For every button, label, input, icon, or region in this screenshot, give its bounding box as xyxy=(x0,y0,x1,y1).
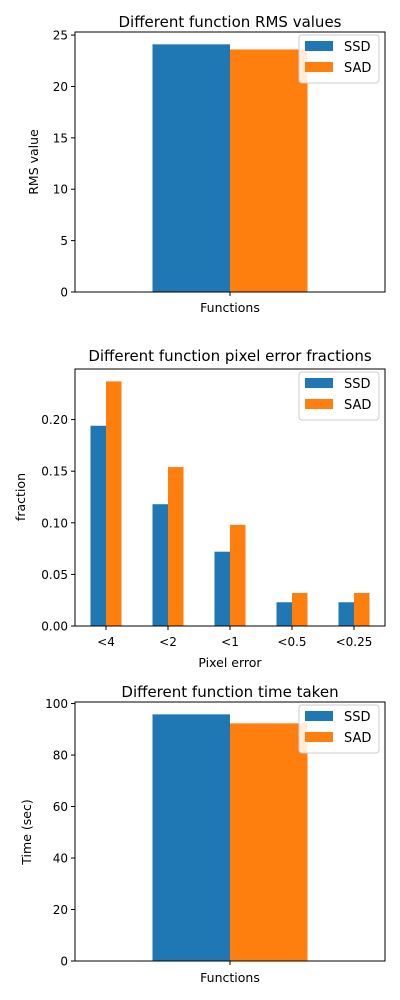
y-tick-label: 0.15 xyxy=(41,465,68,479)
bars-group xyxy=(153,44,308,292)
legend-label-sad: SAD xyxy=(344,61,371,76)
x-axis-label: Pixel error xyxy=(198,655,262,670)
bar-ssd xyxy=(277,602,293,626)
legend-swatch-sad xyxy=(305,732,333,742)
legend: SSD SAD xyxy=(299,705,379,753)
legend-swatch-ssd xyxy=(305,711,333,721)
y-axis-label: Time (sec) xyxy=(19,799,34,865)
bars-group xyxy=(153,714,308,961)
bar-ssd xyxy=(153,504,169,626)
x-tick-label: <0.25 xyxy=(336,635,373,649)
y-axis-ticks: 0.00 0.05 0.10 0.15 0.20 xyxy=(41,413,75,633)
legend-swatch-ssd xyxy=(305,41,333,51)
y-tick-label: 25 xyxy=(53,29,68,43)
bar-sad xyxy=(230,723,308,961)
y-tick-label: 5 xyxy=(60,234,68,248)
y-tick-label: 60 xyxy=(53,800,68,814)
x-tick-label: <4 xyxy=(97,635,115,649)
bar-sad xyxy=(354,593,370,626)
x-tick-label: <2 xyxy=(159,635,177,649)
x-axis-ticks: <4 <2 <1 <0.5 <0.25 xyxy=(97,626,372,649)
chart-title: Different function time taken xyxy=(121,683,338,701)
y-tick-label: 20 xyxy=(53,903,68,917)
bar-ssd xyxy=(215,552,231,626)
bar-ssd xyxy=(91,426,107,626)
chart-rms: Different function RMS values 0 5 10 15 20 25… xyxy=(26,13,385,315)
chart-title: Different function RMS values xyxy=(119,13,342,31)
legend-label-sad: SAD xyxy=(344,731,371,746)
chart-time: Different function time taken 0 20 40 60 80 1… xyxy=(19,683,385,985)
legend: SSD SAD xyxy=(299,372,379,420)
legend-label-ssd: SSD xyxy=(344,710,371,725)
y-axis-ticks: 0 20 40 60 80 100 xyxy=(45,697,75,968)
y-tick-label: 20 xyxy=(53,80,68,94)
legend-label-ssd: SSD xyxy=(344,40,371,55)
y-tick-label: 80 xyxy=(53,749,68,763)
y-axis-ticks: 0 5 10 15 20 25 xyxy=(53,29,75,300)
y-tick-label: 0.00 xyxy=(41,620,68,634)
y-axis-label: RMS value xyxy=(26,129,41,195)
y-tick-label: 0.10 xyxy=(41,516,68,530)
y-tick-label: 0 xyxy=(60,955,68,969)
bar-sad xyxy=(230,525,246,626)
chart-pixel-error: Different function pixel error fractions… xyxy=(13,347,385,670)
bar-ssd xyxy=(153,44,231,292)
y-axis-label: fraction xyxy=(13,473,28,521)
y-tick-label: 100 xyxy=(45,697,68,711)
bar-ssd xyxy=(339,602,355,626)
y-tick-label: 0.05 xyxy=(41,568,68,582)
x-axis-label: Functions xyxy=(200,300,260,315)
legend-swatch-sad xyxy=(305,62,333,72)
chart-title: Different function pixel error fractions xyxy=(88,347,372,365)
bar-sad xyxy=(106,381,122,626)
x-tick-label: <1 xyxy=(221,635,239,649)
y-tick-label: 10 xyxy=(53,183,68,197)
y-tick-label: 0.20 xyxy=(41,413,68,427)
y-tick-label: 40 xyxy=(53,852,68,866)
bar-sad xyxy=(230,49,308,292)
legend-swatch-ssd xyxy=(305,378,333,388)
legend-swatch-sad xyxy=(305,399,333,409)
x-axis-label: Functions xyxy=(200,970,260,985)
y-tick-label: 0 xyxy=(60,286,68,300)
y-tick-label: 15 xyxy=(53,131,68,145)
x-tick-label: <0.5 xyxy=(277,635,306,649)
legend: SSD SAD xyxy=(299,35,379,83)
bar-sad xyxy=(168,467,184,626)
legend-label-sad: SAD xyxy=(344,398,371,413)
legend-label-ssd: SSD xyxy=(344,377,371,392)
bar-sad xyxy=(292,593,308,626)
bar-ssd xyxy=(153,714,231,961)
